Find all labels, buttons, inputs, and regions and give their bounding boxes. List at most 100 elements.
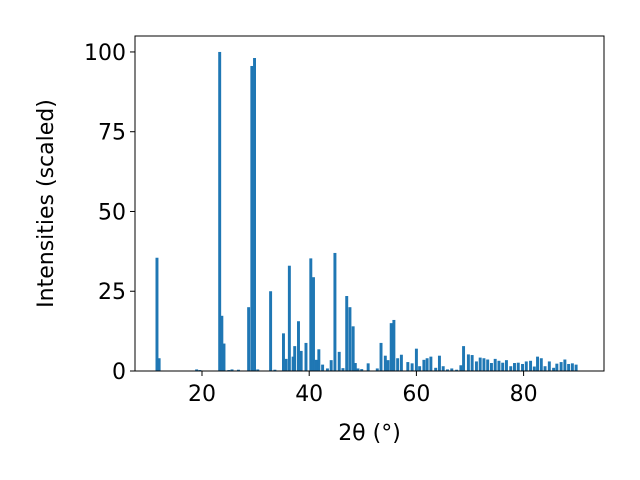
bar	[345, 296, 349, 371]
bar	[392, 319, 396, 371]
bar	[466, 354, 470, 371]
bar	[567, 363, 571, 371]
bar	[425, 358, 429, 371]
plot-frame	[134, 35, 605, 372]
bar	[247, 307, 251, 371]
y-axis-label: Intensities (scaled)	[34, 99, 59, 308]
bar	[329, 360, 333, 371]
bar	[543, 366, 547, 371]
x-axis-label: 2θ (°)	[338, 421, 401, 446]
bar	[570, 363, 574, 371]
bar	[333, 252, 337, 371]
bar	[293, 346, 297, 371]
bar	[321, 364, 325, 371]
bar	[493, 358, 497, 371]
bar	[497, 360, 501, 371]
x-tick-label: 60	[402, 382, 430, 407]
bar	[348, 307, 352, 371]
bar	[353, 363, 357, 371]
bar	[418, 366, 422, 371]
bars-group	[155, 51, 578, 372]
bar	[489, 363, 493, 371]
bar	[337, 351, 341, 371]
bar	[539, 358, 543, 371]
bar	[256, 369, 260, 371]
bar	[410, 363, 414, 371]
bar	[291, 356, 295, 371]
bar	[218, 51, 222, 371]
x-tick-label: 40	[295, 382, 323, 407]
bar	[462, 346, 466, 371]
bar	[486, 359, 490, 371]
bar	[555, 363, 559, 371]
bar	[547, 361, 551, 371]
bar	[273, 369, 277, 371]
bar	[536, 356, 540, 371]
bar	[446, 369, 449, 371]
bar	[455, 369, 459, 371]
bar	[309, 258, 313, 371]
bar	[396, 358, 400, 371]
bar	[559, 362, 563, 371]
bar	[325, 368, 329, 371]
bar	[341, 368, 345, 371]
bar	[379, 342, 383, 371]
bar	[253, 58, 256, 371]
bar	[434, 367, 438, 371]
bar	[312, 277, 315, 371]
bar	[383, 355, 387, 371]
bar	[155, 257, 159, 371]
bar	[501, 362, 505, 371]
bar	[414, 348, 418, 371]
bar	[351, 326, 355, 371]
bar	[317, 349, 321, 371]
y-tick-label: 0	[112, 360, 126, 385]
bar	[236, 369, 240, 371]
x-ticks: 20 40 60 80	[188, 371, 538, 407]
y-ticks: 0 25 50 75 100	[84, 41, 135, 385]
bar	[269, 291, 273, 371]
bar	[563, 359, 567, 371]
bar	[529, 360, 533, 371]
bar	[516, 362, 520, 371]
bar	[250, 65, 254, 372]
bar	[474, 361, 478, 371]
y-tick-label: 50	[98, 200, 126, 225]
bar	[389, 323, 393, 371]
x-tick-label: 80	[510, 382, 538, 407]
bar	[532, 366, 536, 371]
y-tick-label: 75	[98, 121, 126, 146]
bar	[524, 361, 528, 371]
bar	[375, 368, 379, 371]
bar	[459, 365, 463, 371]
bar	[284, 358, 288, 371]
bar	[222, 343, 226, 371]
bar	[509, 366, 513, 371]
bar	[282, 333, 285, 371]
bar	[220, 315, 224, 371]
bar	[299, 350, 303, 371]
bar	[386, 360, 390, 371]
bar	[422, 359, 426, 371]
bar	[356, 368, 360, 371]
bar	[552, 367, 556, 371]
bar	[504, 360, 508, 371]
bar	[297, 321, 300, 371]
bar	[304, 342, 308, 371]
bar	[574, 364, 578, 371]
bar	[482, 358, 486, 371]
bar	[513, 363, 516, 371]
bar	[437, 355, 441, 371]
bar	[360, 369, 364, 371]
bar	[314, 359, 318, 371]
bar	[195, 369, 199, 371]
bar	[429, 356, 433, 371]
bar	[399, 354, 403, 371]
bar	[470, 355, 474, 371]
y-tick-label: 100	[84, 41, 126, 66]
bar	[478, 357, 482, 371]
bar	[366, 363, 370, 371]
bar	[521, 363, 524, 371]
